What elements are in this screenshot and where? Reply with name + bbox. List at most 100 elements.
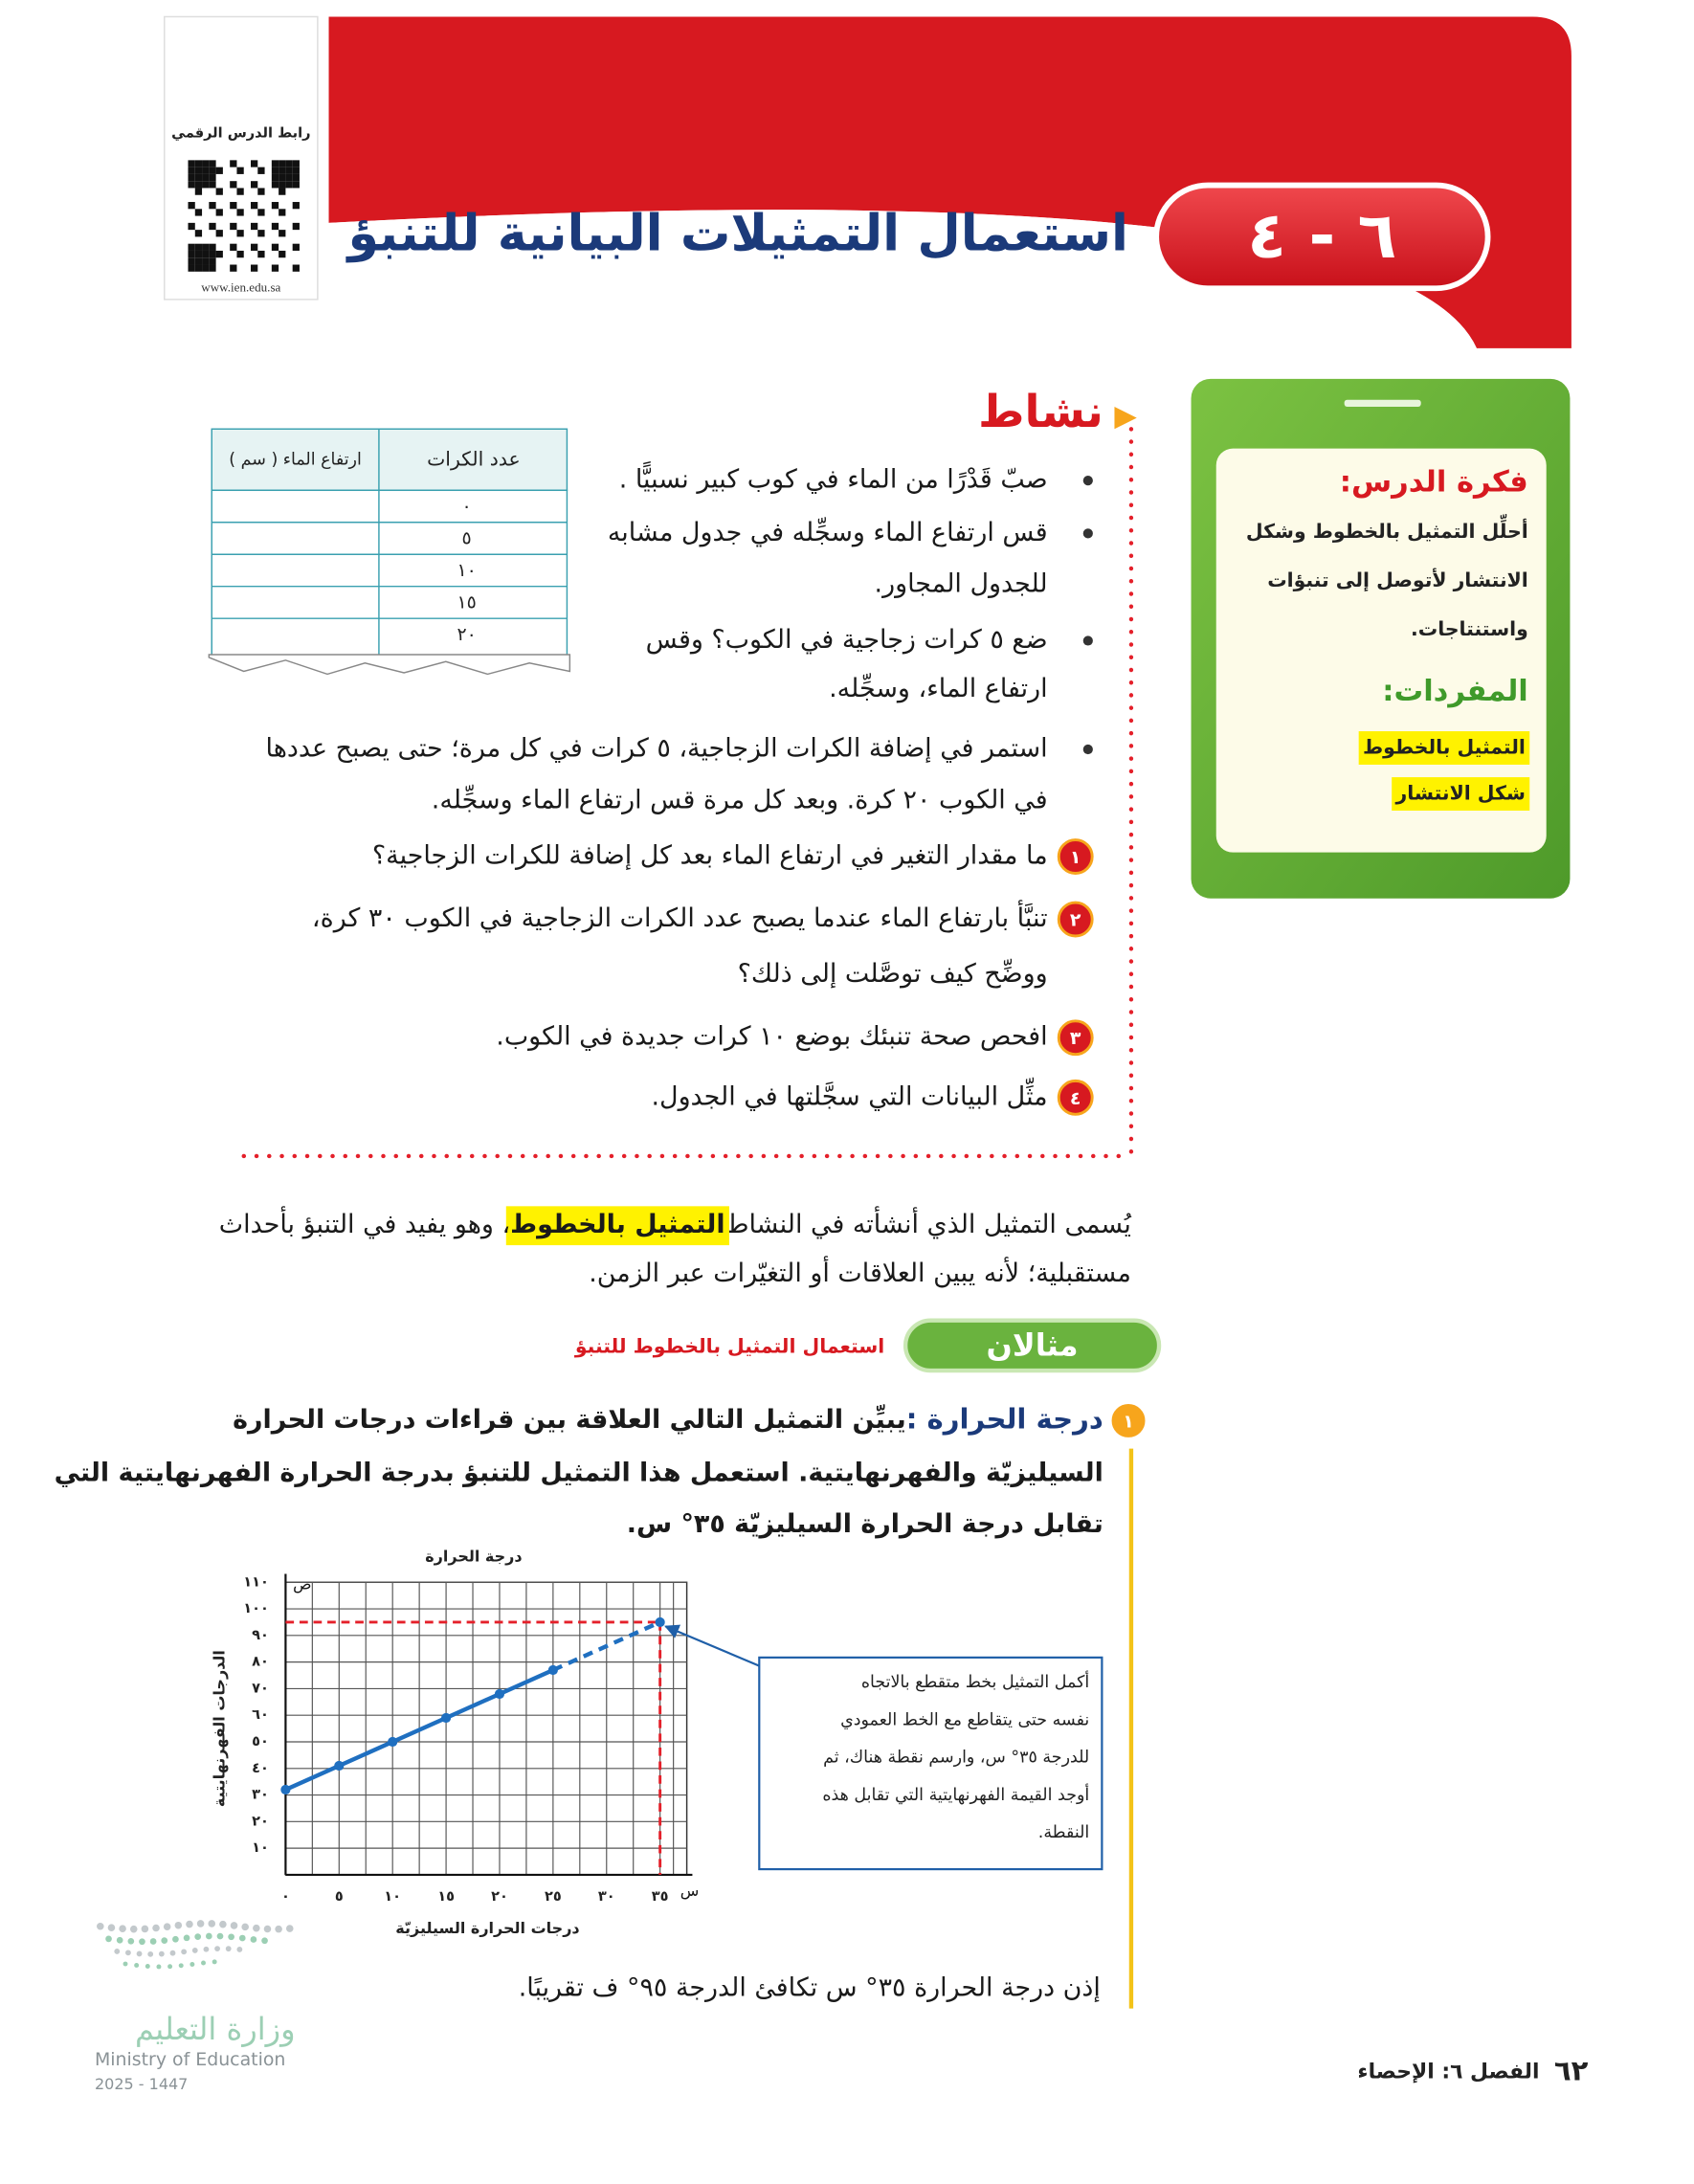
logo-dot xyxy=(161,1937,168,1944)
qr-caption: رابط الدرس الرقمي xyxy=(171,125,310,142)
logo-dot xyxy=(105,1935,112,1943)
example-pill xyxy=(903,1318,1162,1373)
qr-module xyxy=(251,160,258,167)
qr-module xyxy=(194,264,203,272)
qr-module xyxy=(209,173,216,182)
chapter-label: الفصل ٦: الإحصاء xyxy=(1357,2061,1539,2084)
logo-dot xyxy=(181,1949,188,1955)
example-text: تقابل درجة الحرارة السيليزيّة ٣٥° س. xyxy=(627,1509,1103,1539)
qr-module xyxy=(292,173,300,182)
qr-module xyxy=(194,181,203,189)
idea-heading: فكرة الدرس: xyxy=(1340,466,1528,500)
y-tick-label: ٥٠ xyxy=(252,1733,269,1749)
qr-module xyxy=(209,250,216,258)
qr-module xyxy=(188,181,195,189)
vocabulary-term: شكل الانتشار xyxy=(1395,782,1526,805)
qr-module xyxy=(194,250,203,258)
bullet xyxy=(1082,635,1093,646)
logo-dot xyxy=(152,1924,160,1932)
y-tick-label: ١٠ xyxy=(252,1839,269,1856)
logo-dot xyxy=(219,1920,227,1928)
logo-dot xyxy=(230,1922,238,1929)
example-number: ١ xyxy=(1123,1411,1134,1432)
y-axis-title: الدرجات الفهرنهايتية xyxy=(210,1650,228,1807)
qr-module xyxy=(194,188,203,195)
question-text: ما مقدار التغير في ارتفاع الماء بعد كل إ… xyxy=(372,841,1048,871)
logo-dot xyxy=(191,1948,198,1953)
table-cell: ٠ xyxy=(462,496,472,517)
qr-module xyxy=(279,160,286,167)
qr-module xyxy=(257,209,265,216)
qr-module xyxy=(271,181,279,189)
ministry-arabic: وزارة التعليم xyxy=(135,2011,296,2047)
qr-module xyxy=(194,230,203,237)
term-highlight xyxy=(1358,731,1530,765)
bullet-text: ارتفاع الماء، وسجِّله. xyxy=(829,673,1048,703)
qr-module xyxy=(257,188,265,195)
callout-text: نفسه حتى يتقاطع مع الخط العمودي xyxy=(840,1710,1089,1729)
qr-module xyxy=(194,160,203,167)
callout-arrow xyxy=(664,1624,760,1667)
qr-module xyxy=(209,243,216,251)
prediction-point xyxy=(655,1616,665,1628)
qr-module xyxy=(257,250,265,258)
logo-dot xyxy=(238,1934,246,1942)
qr-module xyxy=(236,230,244,237)
qr-module xyxy=(236,209,244,216)
bullet xyxy=(1082,528,1093,539)
y-tick-label: ٤٠ xyxy=(252,1760,269,1776)
table-tear xyxy=(208,654,571,676)
logo-dot xyxy=(285,1925,294,1932)
logo-dot xyxy=(178,1963,184,1969)
question-badge xyxy=(1057,838,1094,875)
lesson-number: ٦ - ٤ xyxy=(1247,198,1396,273)
logo-dot xyxy=(114,1949,121,1954)
logo-dot xyxy=(216,1932,224,1940)
qr-module xyxy=(230,202,237,210)
logo-dot xyxy=(183,1934,190,1942)
question-text: مثِّل البيانات التي سجَّلتها في الجدول. xyxy=(651,1077,1047,1111)
x-tick-label: ١٠ xyxy=(384,1888,401,1905)
qr-module xyxy=(292,167,300,174)
qr-module xyxy=(209,264,216,272)
qr-module xyxy=(279,188,286,195)
question-number: ٤ xyxy=(1070,1088,1081,1109)
qr-code xyxy=(188,160,300,272)
logo-dot xyxy=(214,1946,220,1952)
logo-dot xyxy=(174,1921,183,1929)
table-header-cell: ارتفاع الماء ( سم ) xyxy=(229,450,362,469)
logo-dot xyxy=(263,1925,272,1933)
logo-dot xyxy=(123,1961,128,1967)
sidebar-handle xyxy=(1344,399,1421,407)
idea-line: الانتشار لأتوصل إلى تنبؤات xyxy=(1267,568,1528,591)
qr-module xyxy=(285,167,293,174)
callout-text: أوجد القيمة الفهرنهايتية التي تقابل هذه xyxy=(822,1783,1089,1805)
data-point xyxy=(440,1712,452,1724)
qr-module xyxy=(236,188,244,195)
y-tick-label: ٧٠ xyxy=(252,1680,269,1696)
logo-dot xyxy=(205,1932,212,1940)
qr-module xyxy=(251,202,258,210)
table-cell: ٢٠ xyxy=(457,624,476,645)
qr-module xyxy=(292,222,300,231)
logo-dot xyxy=(141,1925,149,1933)
y-tick-label: ٣٠ xyxy=(252,1787,269,1803)
activity-marker xyxy=(1114,406,1137,430)
example-text: يبيِّن التمثيل التالي العلاقة بين قراءات… xyxy=(233,1404,906,1435)
x-tick-label: ٢٠ xyxy=(491,1888,508,1905)
data-point xyxy=(494,1688,505,1700)
qr-module xyxy=(292,243,300,251)
logo-dot xyxy=(208,1920,216,1928)
data-point xyxy=(547,1664,558,1676)
x-tick-label: ٥ xyxy=(335,1888,344,1905)
qr-module xyxy=(194,173,203,182)
qr-module xyxy=(194,209,203,216)
qr-module xyxy=(215,209,223,216)
qr-module xyxy=(209,257,216,265)
logo-dot xyxy=(125,1950,131,1956)
logo-dot xyxy=(172,1935,179,1943)
qr-module xyxy=(251,181,258,189)
qr-module xyxy=(209,167,216,174)
